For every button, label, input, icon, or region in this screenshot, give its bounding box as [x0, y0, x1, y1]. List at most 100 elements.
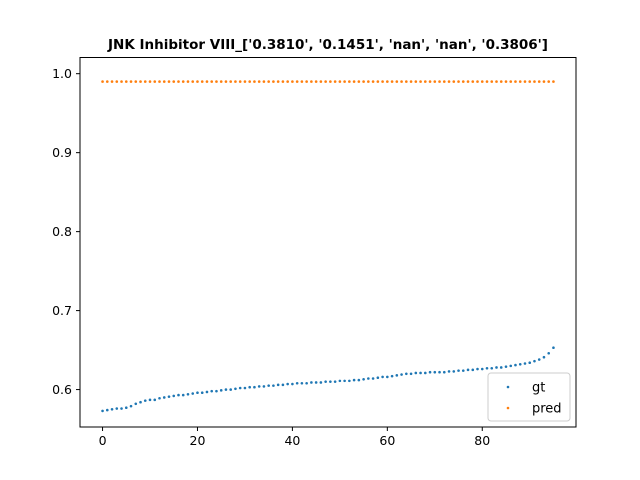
data-point-gt: [281, 383, 285, 387]
data-point-gt: [243, 386, 247, 390]
data-point-gt: [234, 387, 237, 391]
data-point-gt: [504, 365, 508, 368]
series-pred: [101, 80, 555, 83]
data-point-pred: [267, 80, 270, 83]
plot-frame: [79, 57, 577, 428]
data-point-pred: [148, 80, 152, 83]
data-point-pred: [471, 80, 475, 83]
data-point-pred: [257, 80, 261, 83]
x-tick-label: 80: [474, 433, 490, 448]
data-point-gt: [257, 385, 261, 388]
data-point-pred: [210, 80, 214, 83]
data-point-gt: [547, 351, 551, 355]
data-point-pred: [552, 80, 555, 83]
data-point-gt: [248, 385, 251, 389]
x-tick-label: 40: [284, 433, 300, 448]
data-point-pred: [295, 80, 299, 83]
data-point-gt: [238, 386, 242, 390]
data-point-gt: [533, 359, 536, 363]
data-point-gt: [428, 370, 432, 374]
data-point-pred: [428, 80, 432, 83]
data-point-gt: [105, 408, 109, 412]
data-point-gt: [523, 362, 527, 365]
data-point-pred: [461, 80, 465, 83]
data-point-gt: [295, 381, 299, 385]
data-point-gt: [367, 377, 370, 380]
data-point-pred: [414, 80, 418, 83]
data-point-gt: [139, 400, 142, 404]
data-point-gt: [490, 366, 494, 370]
data-point-gt: [186, 393, 190, 396]
data-point-gt: [461, 369, 465, 372]
data-point-gt: [196, 391, 199, 395]
data-point-gt: [291, 382, 294, 386]
data-point-pred: [452, 80, 456, 83]
data-point-pred: [300, 80, 304, 83]
data-point-gt: [148, 398, 152, 402]
data-point-gt: [101, 409, 104, 413]
data-point-gt: [314, 381, 318, 384]
data-point-gt: [357, 378, 361, 382]
data-point-pred: [424, 80, 427, 83]
data-point-gt: [115, 407, 119, 410]
data-point-pred: [101, 80, 104, 83]
data-point-gt: [305, 381, 308, 385]
data-point-gt: [499, 366, 503, 369]
data-point-pred: [167, 80, 171, 83]
data-point-pred: [124, 80, 128, 83]
data-point-gt: [172, 394, 176, 398]
x-tick-label: 0: [99, 433, 107, 448]
data-point-pred: [248, 80, 251, 83]
data-point-pred: [153, 80, 157, 83]
data-point-pred: [433, 80, 437, 83]
legend-marker-gt: [506, 385, 510, 389]
data-point-gt: [124, 406, 128, 410]
data-point-pred: [509, 80, 513, 83]
data-point-pred: [357, 80, 361, 83]
data-point-pred: [485, 80, 489, 83]
data-point-gt: [191, 392, 195, 395]
data-point-gt: [386, 375, 389, 379]
data-point-gt: [324, 380, 327, 383]
data-point-pred: [395, 80, 399, 83]
data-point-pred: [523, 80, 527, 83]
data-point-pred: [314, 80, 318, 83]
data-point-pred: [177, 80, 180, 83]
data-point-pred: [219, 80, 223, 83]
data-point-gt: [518, 363, 522, 366]
data-point-gt: [419, 371, 422, 375]
data-point-gt: [167, 395, 171, 398]
data-point-pred: [405, 80, 408, 83]
data-point-pred: [381, 80, 384, 83]
data-point-gt: [205, 390, 209, 394]
x-tick-label: 20: [190, 433, 206, 448]
data-point-pred: [172, 80, 176, 83]
data-point-gt: [409, 372, 413, 376]
data-point-pred: [139, 80, 142, 83]
data-point-pred: [419, 80, 422, 83]
data-point-pred: [115, 80, 119, 83]
data-point-pred: [205, 80, 209, 83]
data-point-pred: [234, 80, 237, 83]
series-layer: [101, 80, 555, 413]
data-point-gt: [495, 366, 498, 369]
data-point-gt: [286, 382, 289, 386]
data-point-pred: [367, 80, 370, 83]
data-point-pred: [281, 80, 285, 83]
data-point-gt: [120, 407, 123, 410]
data-point-gt: [276, 383, 280, 387]
data-point-pred: [238, 80, 242, 83]
data-point-gt: [376, 376, 380, 380]
data-point-pred: [518, 80, 522, 83]
data-point-gt: [457, 369, 460, 372]
data-point-pred: [291, 80, 294, 83]
data-point-gt: [452, 370, 456, 373]
data-point-gt: [219, 389, 223, 392]
data-point-gt: [129, 404, 133, 408]
data-point-pred: [447, 80, 451, 83]
data-point-pred: [319, 80, 323, 83]
data-point-gt: [433, 370, 437, 374]
data-point-pred: [376, 80, 380, 83]
data-point-pred: [499, 80, 503, 83]
